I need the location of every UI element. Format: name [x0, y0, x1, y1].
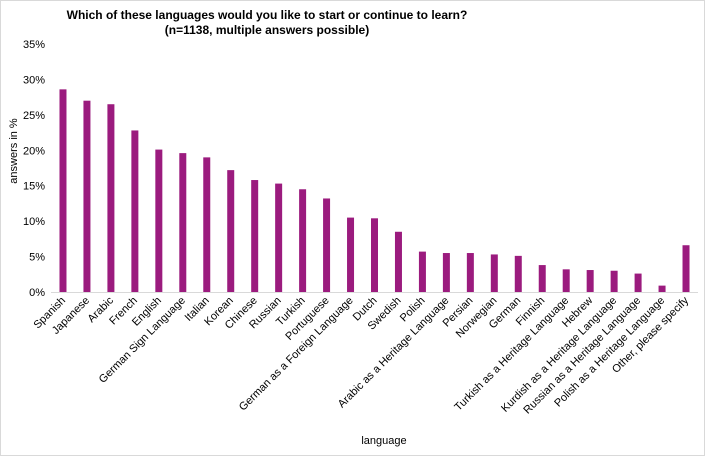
bar	[299, 189, 307, 292]
bar	[131, 130, 139, 292]
y-tick-label: 30%	[23, 74, 45, 86]
bar	[514, 255, 522, 292]
bar	[490, 254, 498, 292]
x-axis-label: language	[361, 435, 406, 447]
bar	[658, 285, 666, 292]
y-tick-label: 15%	[23, 181, 45, 193]
bar	[347, 217, 355, 292]
chart-subtitle: (n=1138, multiple answers possible)	[165, 23, 369, 37]
bar	[538, 265, 546, 292]
y-tick-label: 20%	[23, 145, 45, 157]
bar	[562, 269, 570, 292]
y-tick-label: 0%	[29, 287, 45, 299]
bar	[442, 253, 450, 292]
chart-title: Which of these languages would you like …	[67, 8, 468, 22]
x-axis-ticks: SpanishJapaneseArabicFrenchEnglishGerman…	[31, 294, 691, 416]
y-axis-ticks: 0% 5% 10% 15% 20% 25% 30% 35%	[23, 39, 45, 299]
bar	[107, 104, 115, 292]
bar	[466, 253, 474, 292]
bar	[227, 170, 235, 292]
bar	[371, 218, 378, 292]
bar	[203, 157, 211, 292]
bar	[155, 149, 163, 292]
bar	[634, 273, 642, 292]
bar	[179, 153, 187, 292]
bar	[323, 198, 331, 292]
bar	[610, 270, 618, 292]
y-tick-label: 5%	[29, 252, 45, 264]
bar	[275, 183, 283, 292]
bar	[394, 231, 402, 292]
bar	[83, 100, 91, 292]
bar	[586, 270, 594, 292]
bars	[59, 89, 690, 292]
y-tick-label: 35%	[23, 39, 45, 51]
bar	[682, 245, 690, 292]
y-tick-label: 25%	[23, 110, 45, 122]
bar	[251, 180, 259, 292]
bar	[59, 89, 67, 292]
y-axis-label: answers in %	[8, 118, 20, 184]
bar	[418, 251, 426, 292]
y-tick-label: 10%	[23, 216, 45, 228]
